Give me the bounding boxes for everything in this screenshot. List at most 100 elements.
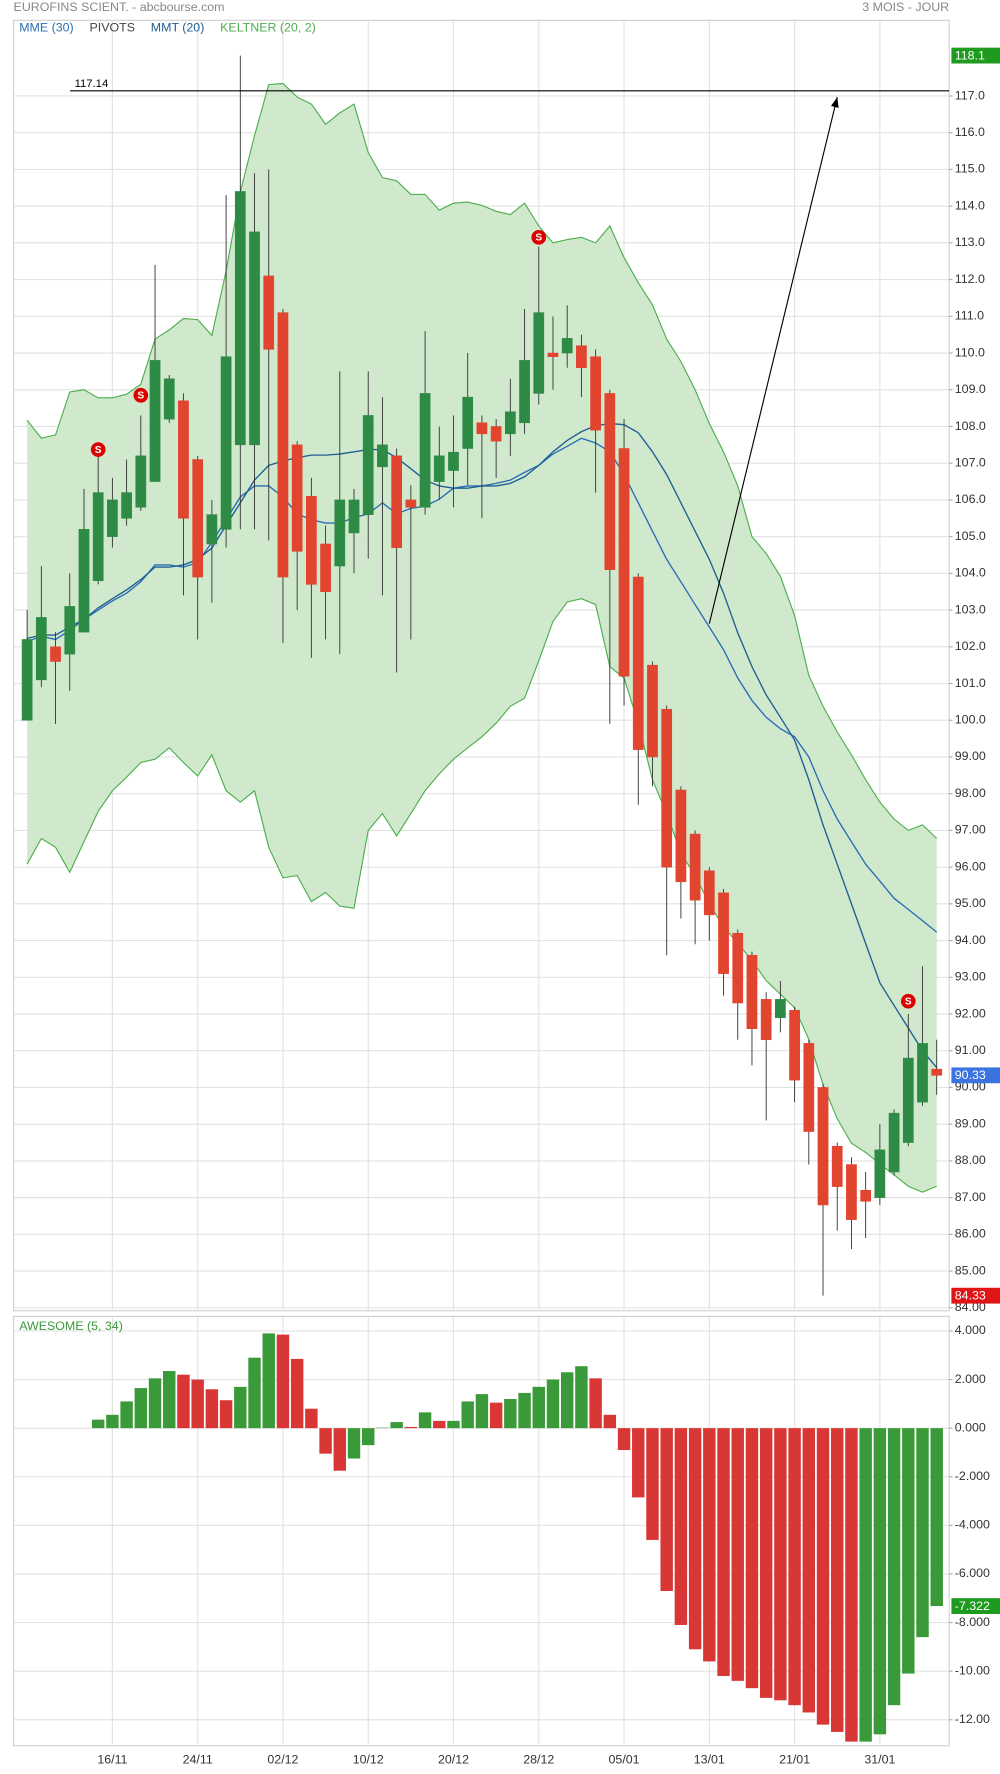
bar xyxy=(333,1428,347,1471)
bar xyxy=(518,1392,531,1429)
candle-body xyxy=(21,639,33,721)
y-tick-label: 88.00 xyxy=(955,1153,986,1167)
candle-body xyxy=(689,833,701,901)
candle-body xyxy=(703,870,715,916)
y-tick-label: 109.0 xyxy=(955,382,986,396)
candle-body xyxy=(334,499,346,567)
candle-body xyxy=(320,543,331,593)
candle-body xyxy=(789,1010,800,1081)
bar xyxy=(845,1428,858,1742)
bar xyxy=(489,1402,503,1429)
candle-body xyxy=(433,455,445,482)
y-tick-label: 112.0 xyxy=(955,272,985,286)
x-tick-label: 10/12 xyxy=(353,1753,384,1767)
candle-body xyxy=(192,459,204,578)
y-tick-label: -8.000 xyxy=(955,1615,990,1629)
y-tick-label: 91.00 xyxy=(955,1043,986,1057)
bar xyxy=(134,1388,148,1429)
bar xyxy=(163,1371,176,1429)
y-tick-label: 102.0 xyxy=(955,639,986,653)
y-tick-label: 116.0 xyxy=(955,125,985,139)
y-tick-label: 87.00 xyxy=(955,1190,986,1204)
candle-body xyxy=(817,1087,829,1206)
candle-body xyxy=(519,360,530,424)
candle-body xyxy=(931,1068,943,1076)
level-label: 117.14 xyxy=(75,78,109,90)
candle-body xyxy=(462,396,474,449)
value-badge-label: 84.33 xyxy=(955,1289,986,1303)
bar xyxy=(674,1428,688,1625)
candle-body xyxy=(874,1149,886,1198)
candle-body xyxy=(249,231,260,446)
candle-body xyxy=(291,444,303,552)
y-tick-label: -10.00 xyxy=(955,1663,990,1677)
bar xyxy=(276,1334,290,1429)
bar xyxy=(91,1419,105,1429)
bar xyxy=(191,1379,204,1429)
candle-body xyxy=(391,455,403,548)
bar xyxy=(305,1408,318,1429)
bar xyxy=(688,1428,702,1650)
y-tick-label: 99.00 xyxy=(955,749,986,763)
candle-body xyxy=(661,708,673,868)
bar xyxy=(504,1398,517,1429)
bar xyxy=(362,1428,375,1446)
candle-body xyxy=(732,932,744,1004)
chart-title: EUROFINS SCIENT. - abcbourse.com xyxy=(14,0,225,14)
candle-body xyxy=(92,492,104,581)
bar xyxy=(461,1401,474,1429)
candle-body xyxy=(448,451,459,471)
candle-body xyxy=(533,312,545,394)
candle-body xyxy=(576,345,587,369)
candle-body xyxy=(632,576,644,750)
candle-body xyxy=(50,646,61,662)
bar xyxy=(234,1386,247,1429)
candle-body xyxy=(78,529,90,633)
candle-body xyxy=(831,1145,843,1187)
candle-body xyxy=(504,411,516,435)
signal xyxy=(531,230,547,245)
bar xyxy=(745,1428,759,1689)
candle-body xyxy=(64,606,76,655)
value-badge-label: -7.322 xyxy=(955,1599,990,1613)
value-badge-label: 90.33 xyxy=(955,1068,986,1082)
y-tick-label: -2.000 xyxy=(955,1469,990,1483)
bar xyxy=(546,1379,560,1429)
bar xyxy=(859,1428,872,1742)
bar xyxy=(603,1414,617,1429)
candle-body xyxy=(561,338,573,354)
y-tick-label: 4.000 xyxy=(955,1323,986,1337)
y-tick-label: -4.000 xyxy=(955,1518,990,1532)
candle-body xyxy=(135,455,147,508)
candle-body xyxy=(746,954,758,1029)
candle-body xyxy=(405,499,417,508)
y-tick-label: -6.000 xyxy=(955,1566,990,1580)
y-tick-label: 95.00 xyxy=(955,896,986,910)
bar xyxy=(219,1400,233,1429)
candle-body xyxy=(902,1057,914,1143)
signal xyxy=(90,442,106,457)
y-tick-label: 105.0 xyxy=(955,529,986,543)
value-badge-label: 118.1 xyxy=(955,48,985,62)
y-tick-label: 85.00 xyxy=(955,1263,986,1277)
value-badge xyxy=(951,47,1000,64)
x-tick-label: 31/01 xyxy=(864,1753,895,1767)
y-tick-label: 117.0 xyxy=(955,88,985,102)
bar xyxy=(617,1428,631,1451)
candle-body xyxy=(263,275,275,350)
y-tick-label: 104.0 xyxy=(955,566,986,580)
candle-body xyxy=(590,356,601,431)
candle-body xyxy=(121,492,132,519)
candle-body xyxy=(348,499,360,534)
value-badge xyxy=(951,1067,1000,1084)
bar xyxy=(589,1378,602,1429)
candle-body xyxy=(35,617,47,681)
x-tick-label: 02/12 xyxy=(267,1753,298,1767)
signal-label: S xyxy=(905,996,912,1007)
bar xyxy=(902,1428,915,1674)
y-tick-label: 97.00 xyxy=(955,823,986,837)
x-tick-label: 16/11 xyxy=(97,1753,127,1767)
candle-body xyxy=(206,514,218,545)
bar xyxy=(205,1389,219,1429)
